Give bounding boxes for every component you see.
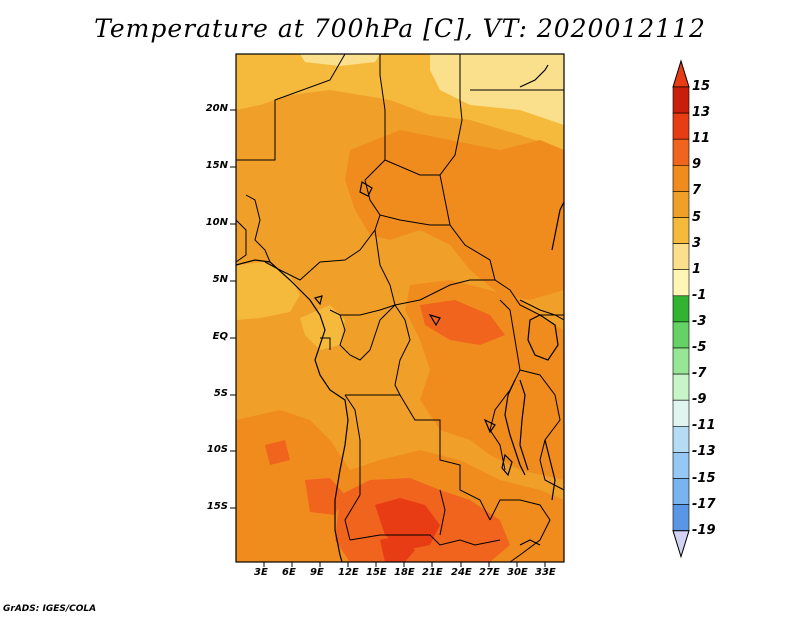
colorbar-cell	[672, 321, 690, 349]
map-frame	[235, 53, 565, 563]
colorbar-cell	[672, 373, 690, 401]
colorbar-label: 15	[692, 79, 711, 94]
lon-label-18E: 18E	[394, 567, 415, 578]
fill-region-5-small	[300, 54, 380, 66]
lat-label-5N: 5N	[212, 274, 228, 285]
colorbar-cell	[672, 504, 690, 532]
colorbar-label: 9	[692, 157, 702, 173]
colorbar-under-arrow	[672, 530, 690, 559]
colorbar-cell	[672, 243, 690, 271]
footer-credit: GrADS: IGES/COLA	[3, 604, 97, 614]
colorbar-cell	[672, 425, 690, 453]
lat-tick-marks	[230, 109, 236, 509]
colorbar-label: -5	[692, 340, 707, 355]
colorbar-label: -19	[692, 522, 716, 538]
colorbar-label: -7	[692, 366, 707, 382]
lon-label-12E: 12E	[338, 567, 359, 578]
colorbar-label: -11	[692, 418, 716, 434]
colorbar-label: -15	[692, 470, 716, 486]
colorbar-cell	[672, 191, 690, 218]
lat-label-5S: 5S	[213, 388, 228, 399]
fill-region-13-congo	[420, 300, 505, 345]
lon-label-21E: 21E	[422, 567, 443, 578]
colorbar-label: -13	[692, 444, 716, 460]
colorbar-label: 1	[692, 261, 702, 277]
lon-label-6E: 6E	[282, 567, 296, 578]
colorbar-label: -9	[692, 392, 707, 408]
colorbar-label: -1	[692, 287, 707, 303]
colorbar-cell	[672, 399, 690, 427]
lat-label-10S: 10S	[206, 444, 228, 455]
colorbar-label: 11	[692, 131, 711, 147]
lat-label-EQ: EQ	[212, 331, 228, 342]
lat-label-15N: 15N	[205, 160, 228, 171]
colorbar-label: -3	[692, 313, 707, 329]
colorbar-label: 7	[692, 183, 702, 199]
fill-region-7-gabon	[300, 305, 345, 350]
fill-region-7-west	[236, 262, 300, 320]
colorbar-cell	[672, 138, 690, 166]
colorbar-label: 13	[692, 105, 711, 121]
fill-region-13-southwest	[265, 440, 290, 465]
lon-label-15E: 15E	[366, 567, 387, 578]
fill-region-15-b	[380, 535, 415, 562]
colorbar-cell	[672, 452, 690, 479]
colorbar-cell	[672, 347, 690, 375]
lat-label-10N: 10N	[205, 217, 228, 228]
country-borders	[236, 54, 564, 562]
lon-label-27E: 27E	[479, 567, 500, 578]
page-title: Temperature at 700hPa [C], VT: 202001211…	[94, 14, 706, 43]
colorbar-label: 5	[692, 209, 702, 225]
colorbar	[672, 59, 690, 559]
colorbar-label: -17	[692, 496, 716, 512]
colorbar-cell	[672, 269, 690, 297]
colorbar-cell	[672, 478, 690, 505]
colorbar-cell	[672, 112, 690, 140]
lon-label-33E: 33E	[535, 567, 556, 578]
colorbar-cell	[672, 295, 690, 323]
colorbar-label: 3	[692, 235, 702, 251]
lat-label-15S: 15S	[206, 501, 228, 512]
lon-label-30E: 30E	[507, 567, 528, 578]
lon-label-24E: 24E	[451, 567, 472, 578]
colorbar-cell	[672, 165, 690, 192]
lon-tick-marks	[263, 562, 546, 567]
lon-label-9E: 9E	[310, 567, 324, 578]
lat-label-20N: 20N	[205, 103, 228, 114]
colorbar-cell	[672, 86, 690, 114]
fill-region-11-north	[345, 130, 564, 300]
temperature-field	[236, 54, 564, 562]
fill-region-15	[375, 498, 440, 550]
colorbar-over-arrow	[672, 59, 690, 88]
coastlines-lakes	[236, 64, 564, 562]
colorbar-cell	[672, 217, 690, 244]
lon-label-3E: 3E	[254, 567, 268, 578]
